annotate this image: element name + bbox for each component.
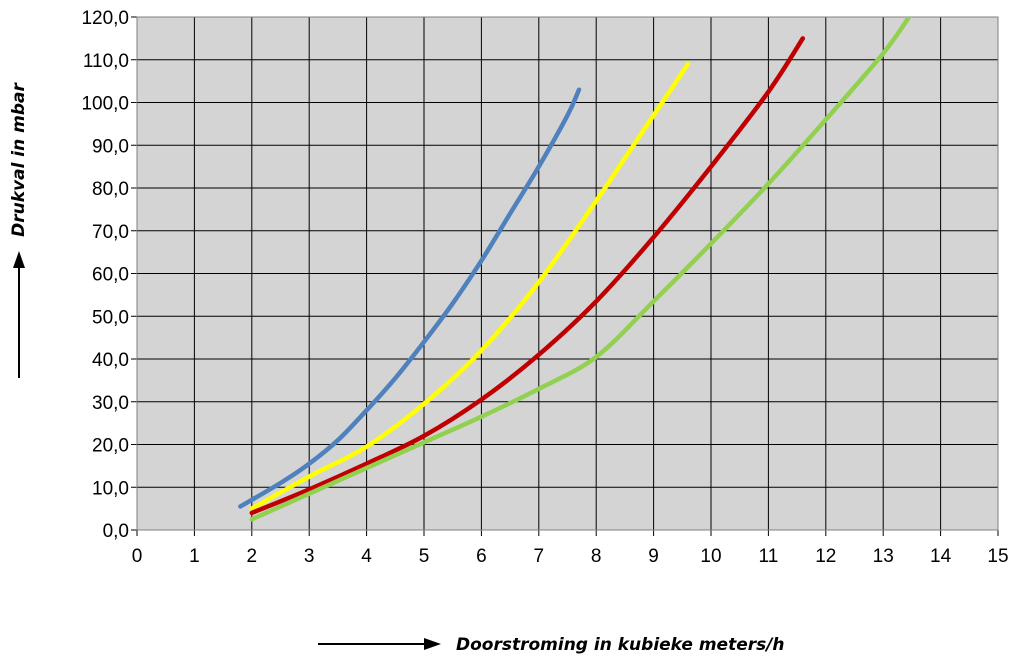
x-tick-label: 14 [930,546,952,567]
x-tick-labels: 0 1 2 3 4 5 6 7 8 9 10 11 12 13 14 15 [132,546,1009,567]
x-tick-label: 11 [759,546,779,567]
y-tick-label: 120,0 [81,8,129,29]
x-tick-label: 0 [132,546,143,567]
x-tick-label: 10 [700,546,721,567]
series-line-4 [249,17,912,522]
y-axis-title: Drukval in mbar [9,81,29,236]
x-tick-label: 5 [419,546,430,567]
x-tick-label: 4 [361,546,372,567]
y-tick-label: 20,0 [92,436,129,457]
series-line-2 [249,61,691,511]
x-tick-label: 2 [247,546,258,567]
y-tick-labels: 0,0 10,0 20,0 30,0 40,0 50,0 60,0 70,0 80,0 90,0 1… [81,8,129,542]
y-tick-label: 30,0 [92,393,129,414]
y-axis-title-group: Drukval in mbar [9,81,29,378]
y-tick-label: 70,0 [92,222,129,243]
x-tick-label: 6 [476,546,487,567]
x-tick-label: 7 [534,546,545,567]
x-tick-label: 12 [815,546,836,567]
series-line-1 [238,87,582,509]
y-tick-label: 60,0 [92,265,129,286]
x-tick-label: 13 [873,546,894,567]
y-tick-label: 10,0 [92,478,129,499]
x-axis-title-group: Doorstroming in kubieke meters/h [318,635,785,655]
y-tick-label: 50,0 [92,307,129,328]
y-tick-label: 110,0 [83,51,129,72]
y-tick-label: 40,0 [92,350,129,371]
y-axis-arrow-head [13,251,25,268]
y-tick-label: 0,0 [103,521,129,542]
y-tick-label: 90,0 [92,136,129,157]
x-axis-title: Doorstroming in kubieke meters/h [456,635,785,655]
x-axis-arrow-head [424,638,441,650]
x-tick-label: 9 [648,546,659,567]
plot-border [136,16,999,531]
y-tick-label: 100,0 [81,94,129,115]
x-tick-label: 15 [987,546,1008,567]
x-tick-label: 3 [304,546,315,567]
y-tick-label: 80,0 [92,179,129,200]
plot-grid [131,16,999,536]
series-lines [238,17,912,522]
x-tick-label: 1 [189,546,200,567]
x-tick-label: 8 [591,546,602,567]
series-line-3 [249,36,806,516]
